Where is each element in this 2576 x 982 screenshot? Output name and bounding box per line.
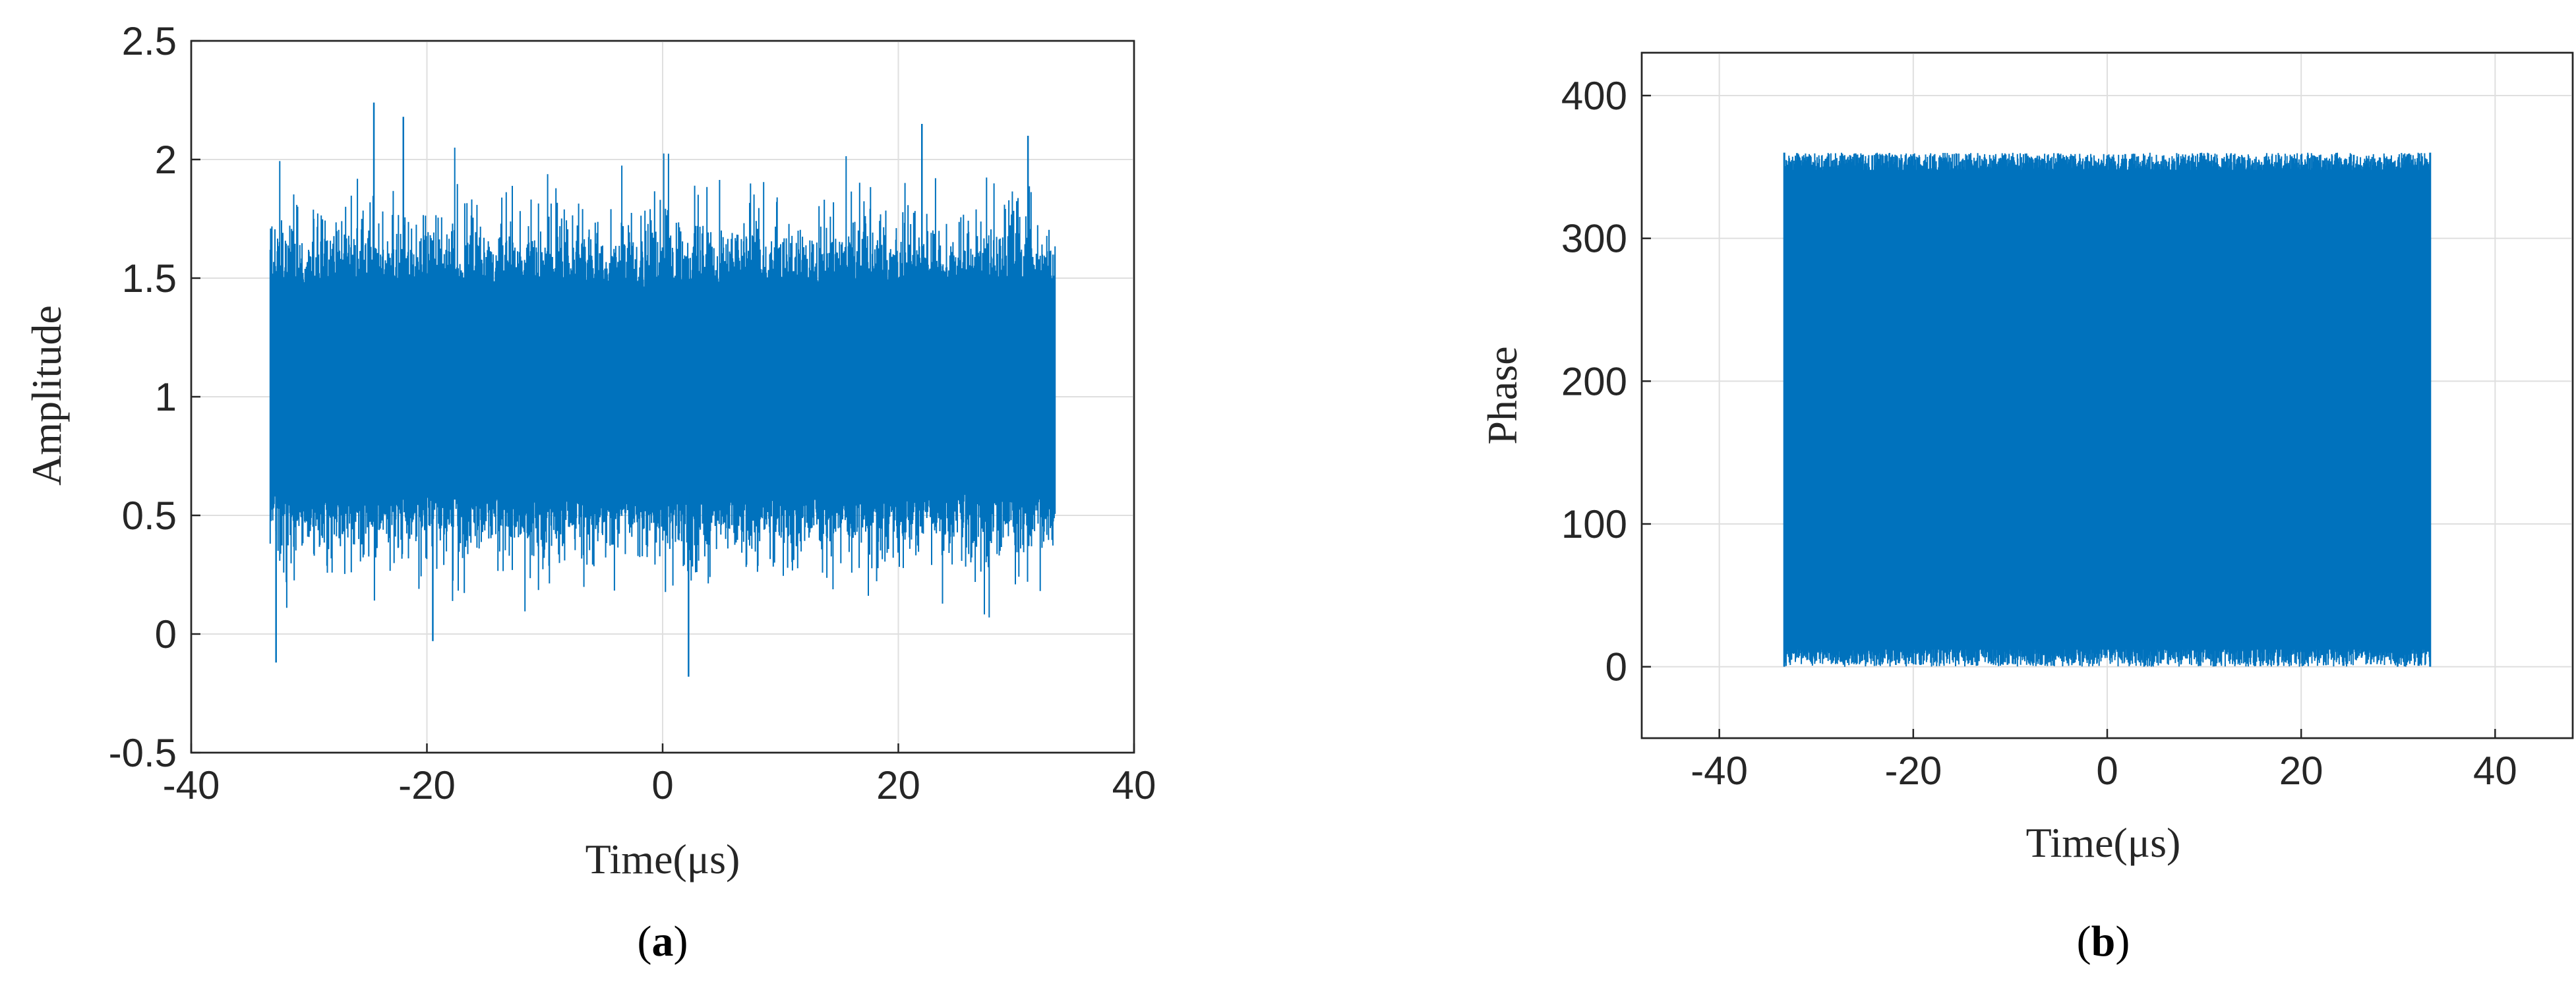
y-tick-label: 2.5 [122,19,177,63]
x-tick-label: -40 [1691,749,1748,793]
y-tick-label: 2 [155,138,177,182]
panel-a: -40 -20 0 20 40 -0.5 0 0.5 1 1.5 2 2.5 Time(μs) Am… [23,19,1156,966]
y-tick-label: 400 [1561,74,1627,118]
y-tick-label: -0.5 [109,731,177,775]
y-tick-label: 1 [155,375,177,419]
x-tick-labels-a: -40 -20 0 20 40 [163,763,1156,807]
x-tick-label: -40 [163,763,220,807]
x-tick-label: -20 [1884,749,1942,793]
caption-b: (b) [2077,917,2130,966]
y-tick-label: 0 [1605,645,1627,689]
signal-trace [269,148,1056,618]
series-amplitude [269,102,1056,677]
x-axis-label-a: Time(μs) [585,836,740,882]
series-phase [1783,152,2432,667]
y-tick-labels-b: 0 100 200 300 400 [1561,74,1627,689]
y-tick-label: 100 [1561,502,1627,546]
x-tick-label: 20 [876,763,920,807]
x-tick-label: 0 [651,763,673,807]
x-tick-label: 40 [2473,749,2517,793]
y-axis-label-b: Phase [1479,346,1526,444]
x-tick-label: 0 [2096,749,2118,793]
x-axis-label-b: Time(μs) [2026,819,2181,866]
y-tick-label: 0 [155,612,177,656]
y-tick-label: 200 [1561,359,1627,403]
caption-a: (a) [638,917,688,966]
y-tick-label: 1.5 [122,256,177,301]
y-tick-label: 300 [1561,217,1627,261]
y-tick-label: 0.5 [122,494,177,538]
panel-b: -40 -20 0 20 40 0 100 200 300 400 Time(μs) Phase… [1479,51,2574,966]
phase-trace [1783,152,2431,667]
y-tick-labels-a: -0.5 0 0.5 1 1.5 2 2.5 [109,19,177,775]
x-tick-labels-b: -40 -20 0 20 40 [1691,749,2517,793]
x-tick-label: 40 [1112,763,1156,807]
y-axis-label-a: Amplitude [23,305,70,486]
x-tick-label: 20 [2279,749,2323,793]
x-tick-label: -20 [398,763,456,807]
